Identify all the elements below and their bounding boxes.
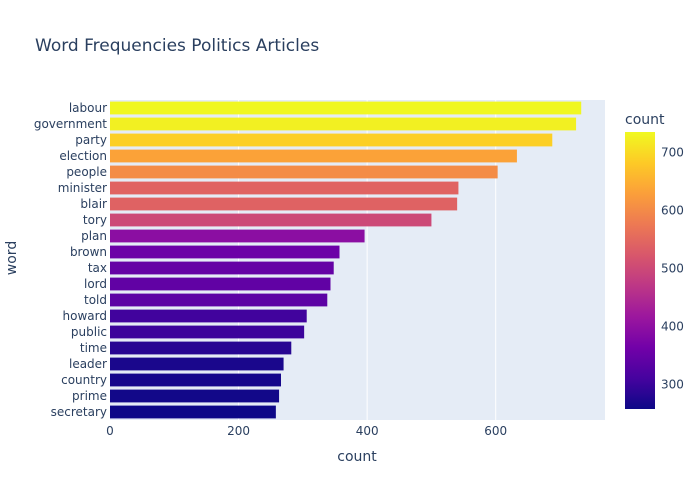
- colorbar-tick-label: 600: [661, 203, 684, 217]
- colorbar-tick-label: 500: [661, 261, 684, 275]
- bar-blair: [110, 197, 458, 211]
- y-tick-label: leader: [69, 357, 107, 371]
- bar-brown: [110, 245, 340, 259]
- bar-told: [110, 293, 328, 307]
- y-tick-label: tory: [83, 213, 107, 227]
- bar-time: [110, 341, 292, 355]
- y-tick-label: secretary: [51, 405, 107, 419]
- y-tick-label: plan: [81, 229, 107, 243]
- plot-background: [110, 100, 605, 420]
- y-tick-label: government: [34, 117, 107, 131]
- y-tick-label: election: [59, 149, 107, 163]
- y-tick-label: blair: [80, 197, 107, 211]
- bar-public: [110, 325, 305, 339]
- bar-labour: [110, 101, 582, 115]
- y-tick-label: prime: [72, 389, 107, 403]
- bars: [110, 101, 582, 419]
- bar-country: [110, 373, 281, 387]
- y-tick-label: time: [80, 341, 107, 355]
- bar-tory: [110, 213, 432, 227]
- y-tick-label: lord: [84, 277, 107, 291]
- y-tick-label: tax: [88, 261, 107, 275]
- x-tick-label: 600: [484, 424, 507, 438]
- colorbar: [625, 132, 655, 409]
- y-tick-label: labour: [69, 101, 107, 115]
- x-axis-title: count: [337, 449, 377, 465]
- y-tick-label: howard: [63, 309, 107, 323]
- y-axis-title: word: [4, 241, 20, 275]
- bar-lord: [110, 277, 331, 291]
- y-tick-label: party: [75, 133, 107, 147]
- y-tick-label: brown: [70, 245, 107, 259]
- x-tick-label: 200: [227, 424, 250, 438]
- colorbar-tick-label: 400: [661, 320, 684, 334]
- x-tick-labels: 0 200 400 600: [106, 424, 507, 438]
- bar-election: [110, 149, 517, 163]
- y-tick-label: country: [61, 373, 107, 387]
- bar-leader: [110, 357, 284, 371]
- bar-tax: [110, 261, 334, 275]
- bar-minister: [110, 181, 459, 195]
- y-tick-label: minister: [58, 181, 107, 195]
- bar-plan: [110, 229, 365, 243]
- chart-title: Word Frequencies Politics Articles: [35, 36, 319, 56]
- bar-howard: [110, 309, 307, 323]
- bar-government: [110, 117, 577, 131]
- bar-people: [110, 165, 498, 179]
- y-tick-labels: labour government party election people minis…: [34, 101, 107, 419]
- colorbar-title: count: [625, 112, 665, 128]
- bar-party: [110, 133, 553, 147]
- x-tick-label: 0: [106, 424, 114, 438]
- bar-prime: [110, 389, 280, 403]
- bar-secretary: [110, 405, 276, 419]
- colorbar-tick-label: 300: [661, 378, 684, 392]
- y-tick-label: people: [66, 165, 107, 179]
- y-tick-label: told: [84, 293, 107, 307]
- y-tick-label: public: [71, 325, 107, 339]
- colorbar-tick-labels: 300 400 500 600 700: [661, 145, 684, 391]
- x-tick-label: 400: [356, 424, 379, 438]
- colorbar-tick-label: 700: [661, 145, 684, 159]
